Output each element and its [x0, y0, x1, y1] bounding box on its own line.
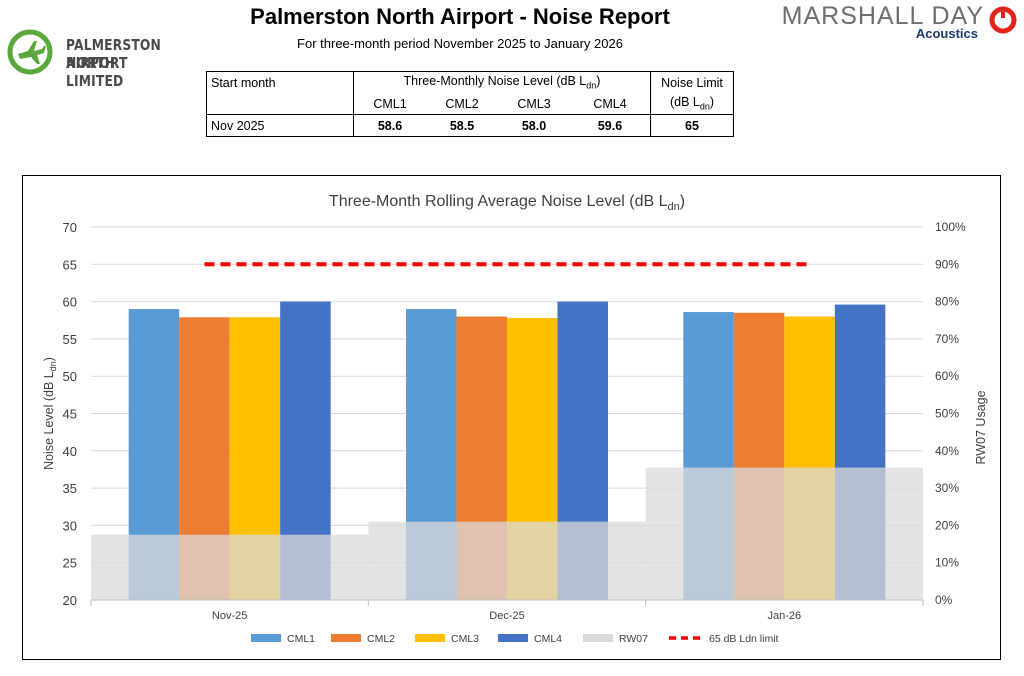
- consultant-logo-sub: Acoustics: [915, 26, 978, 41]
- header-cml2: CML2: [445, 96, 479, 111]
- y2-tick-label: 100%: [935, 220, 966, 234]
- x-tick-label: Dec-25: [489, 610, 524, 622]
- y-tick-label: 20: [63, 593, 77, 608]
- x-tick-label: Jan-26: [768, 610, 802, 622]
- y2-tick-label: 0%: [935, 593, 953, 607]
- row-cml3: 58.0: [498, 114, 570, 137]
- legend-swatch: [251, 634, 281, 642]
- header-cml3: CML3: [517, 96, 551, 111]
- y-tick-label: 40: [63, 444, 77, 459]
- y-tick-label: 25: [63, 556, 77, 571]
- legend-label: CML3: [451, 633, 479, 645]
- y2-tick-label: 70%: [935, 332, 959, 346]
- y-tick-label: 60: [63, 295, 77, 310]
- y-tick-label: 65: [63, 257, 77, 272]
- page-title: Palmerston North Airport - Noise Report: [250, 4, 670, 29]
- row-cml4: 59.6: [570, 114, 651, 137]
- row-month: Nov 2025: [206, 114, 354, 137]
- noise-summary-table: Start month Three-Monthly Noise Level (d…: [206, 71, 734, 137]
- legend-label: 65 dB Ldn limit: [709, 633, 779, 645]
- airport-logo-line2: AIRPORT LIMITED: [66, 54, 128, 90]
- bar-rw07: [645, 467, 923, 600]
- airport-logo-line1: PALMERSTON NORTH: [66, 36, 162, 72]
- bar-rw07: [368, 521, 646, 600]
- y2-tick-label: 90%: [935, 257, 959, 271]
- header-start-month: Start month: [206, 71, 354, 93]
- y2-tick-label: 50%: [935, 407, 959, 421]
- y2-tick-label: 40%: [935, 444, 959, 458]
- y2-axis-title: RW07 Usage: [974, 390, 988, 464]
- bar-rw07: [91, 534, 369, 600]
- y-tick-label: 30: [63, 518, 77, 533]
- chart-title: Three-Month Rolling Average Noise Level …: [329, 193, 685, 213]
- y2-tick-label: 30%: [935, 481, 959, 495]
- x-tick-label: Nov-25: [212, 610, 247, 622]
- y2-tick-label: 80%: [935, 295, 959, 309]
- y-tick-label: 45: [63, 407, 77, 422]
- legend-label: CML2: [367, 633, 395, 645]
- y-tick-label: 50: [63, 369, 77, 384]
- y2-tick-label: 10%: [935, 556, 959, 570]
- header-noise-level: Three-Monthly Noise Level (dB Ldn): [353, 71, 651, 93]
- legend-label: RW07: [619, 633, 648, 645]
- y-tick-label: 55: [63, 332, 77, 347]
- y-axis-title: Noise Level (dB Ldn): [42, 357, 58, 470]
- page-subtitle: For three-month period November 2025 to …: [297, 36, 623, 51]
- noise-chart: Three-Month Rolling Average Noise Level …: [22, 175, 1001, 660]
- consultant-logo-name: MARSHALL DAY: [781, 2, 984, 30]
- legend-label: CML1: [287, 633, 315, 645]
- y-tick-label: 70: [63, 220, 77, 235]
- airplane-circle-icon: [7, 29, 53, 75]
- airport-logo: PALMERSTON NORTH AIRPORT LIMITED: [6, 24, 206, 90]
- header-cml4: CML4: [570, 93, 651, 115]
- noise-chart-svg: Three-Month Rolling Average Noise Level …: [42, 193, 988, 645]
- y2-tick-label: 20%: [935, 518, 959, 532]
- legend-label: CML4: [534, 633, 562, 645]
- legend-swatch: [583, 634, 613, 642]
- legend-swatch: [415, 634, 445, 642]
- legend-swatch: [498, 634, 528, 642]
- header-cml1: CML1: [373, 96, 407, 111]
- legend-swatch: [331, 634, 361, 642]
- header-noise-limit: Noise Limit: [650, 71, 734, 93]
- consultant-logo: MARSHALL DAY Acoustics: [778, 2, 1018, 42]
- row-cml2: 58.5: [426, 114, 498, 137]
- ring-mark-icon: [989, 6, 1017, 34]
- row-cml1: 58.6: [353, 114, 426, 137]
- y-tick-label: 35: [63, 481, 77, 496]
- header-limit-unit: (dB Ldn): [650, 93, 734, 115]
- row-limit: 65: [650, 114, 734, 137]
- y2-tick-label: 60%: [935, 369, 959, 383]
